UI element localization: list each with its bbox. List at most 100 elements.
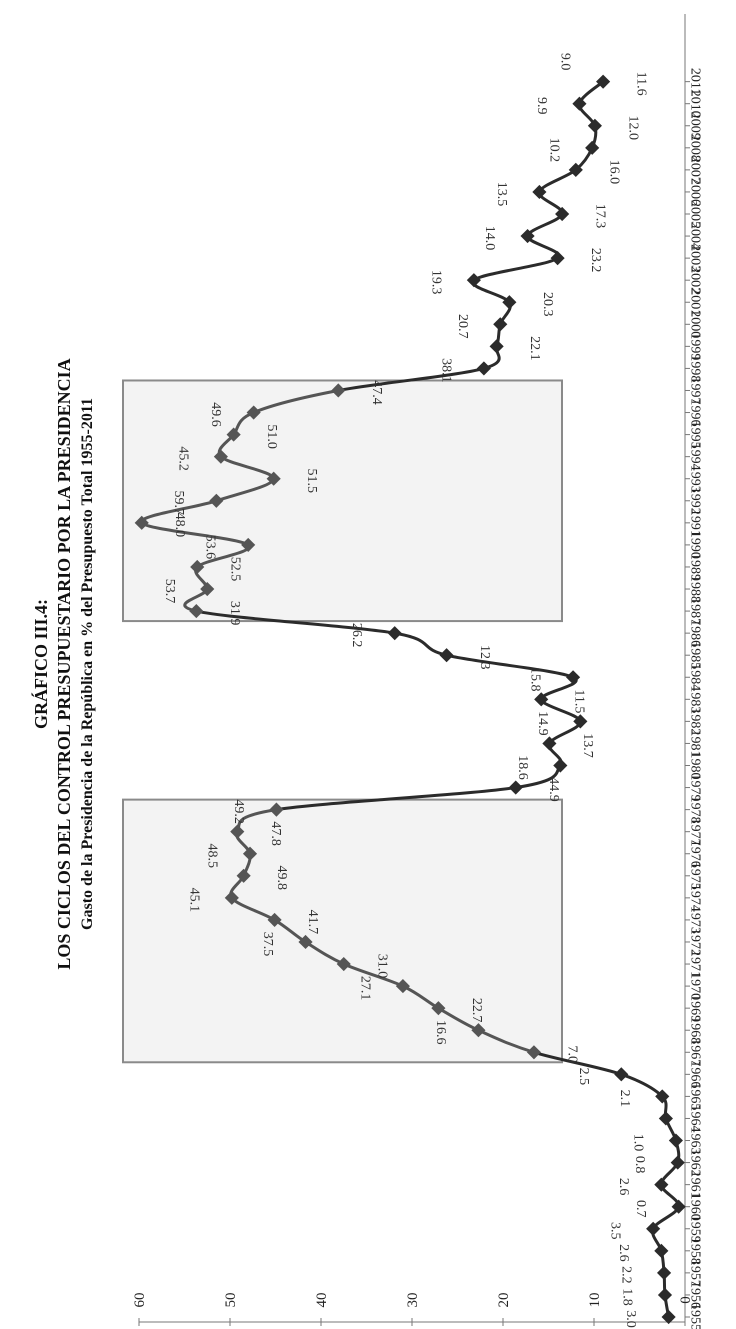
- data-label: 15.8: [528, 667, 543, 692]
- x-tick-label: 1980: [688, 752, 703, 780]
- data-point: [656, 1265, 672, 1280]
- data-label: 2.6: [616, 1178, 631, 1196]
- x-tick-label: 1970: [688, 972, 703, 1000]
- highlight-box: [122, 798, 563, 1064]
- data-point: [534, 692, 549, 707]
- series-segment: [472, 256, 559, 282]
- data-point: [502, 295, 517, 310]
- series-segment: [548, 720, 582, 745]
- data-label: 48.5: [205, 843, 220, 868]
- data-label: 1.0: [630, 1134, 645, 1152]
- data-point: [431, 1001, 446, 1016]
- x-tick-label: 1957: [688, 1259, 703, 1287]
- data-label: 19.3: [428, 270, 443, 295]
- series-segment: [253, 389, 339, 414]
- x-tick-label: 1956: [688, 1281, 703, 1309]
- x-tick-label: 1972: [688, 928, 703, 956]
- x-tick-label: 1991: [688, 509, 703, 537]
- data-label: 13.7: [580, 733, 595, 758]
- data-label: 11.6: [634, 72, 649, 96]
- series-line: [134, 74, 686, 1325]
- data-label: 2.2: [619, 1266, 634, 1284]
- data-point: [585, 140, 600, 155]
- data-label: 3.5: [608, 1222, 623, 1240]
- data-label: 11.5: [572, 689, 587, 713]
- x-tick-label: 2003: [688, 244, 703, 272]
- data-point: [298, 934, 313, 950]
- data-label: 41.7: [305, 910, 320, 935]
- data-label: 37.5: [260, 932, 275, 957]
- y-tick-label: 20: [496, 1293, 512, 1308]
- data-point: [471, 1023, 486, 1038]
- data-point: [336, 956, 351, 972]
- x-tick-label: 1965: [688, 1082, 703, 1110]
- data-label: 31.0: [374, 954, 389, 979]
- x-tick-label: 1962: [688, 1149, 703, 1177]
- x-tick-label: 1966: [688, 1060, 703, 1088]
- data-point: [439, 648, 454, 663]
- series-segment: [471, 279, 511, 304]
- data-point: [242, 846, 258, 861]
- data-point: [189, 604, 204, 619]
- x-tick-label: 1977: [688, 818, 703, 846]
- data-point: [493, 317, 508, 332]
- data-label: 51.0: [264, 424, 279, 449]
- x-tick-label: 2004: [688, 222, 703, 250]
- data-point: [614, 1067, 629, 1082]
- x-tick-label: 1961: [688, 1171, 703, 1199]
- chart-subtitle-2: Gasto de la Presidencia de la República …: [79, 398, 96, 930]
- x-tick-label: 1958: [688, 1237, 703, 1265]
- data-point: [568, 162, 583, 177]
- y-tick-label: 0: [678, 1296, 694, 1304]
- x-tick-label: 1987: [688, 597, 703, 625]
- data-label: 16.6: [433, 1020, 448, 1045]
- data-label: 49.2: [231, 799, 246, 824]
- data-point: [476, 361, 491, 376]
- data-label: 13.5: [494, 182, 509, 207]
- data-point: [241, 537, 256, 552]
- y-tick-label: 60: [132, 1293, 148, 1308]
- highlight-boxes: [122, 379, 563, 1064]
- x-tick-label: 2010: [688, 90, 703, 118]
- data-label: 3.0: [623, 1310, 638, 1328]
- x-tick-label: 2007: [688, 156, 703, 184]
- data-label: 0.7: [633, 1200, 648, 1218]
- chart-titles: GRÁFICO III.4: LOS CICLOS DEL CONTROL PR…: [30, 358, 96, 969]
- data-label: 51.5: [304, 468, 319, 493]
- data-point: [555, 206, 570, 222]
- data-point: [550, 251, 565, 266]
- x-tick-label: 1999: [688, 332, 703, 360]
- data-point: [466, 273, 481, 288]
- data-point: [134, 515, 149, 530]
- highlight-box: [122, 379, 563, 623]
- y-tick-label: 40: [314, 1293, 330, 1308]
- data-label: 52.5: [228, 557, 243, 582]
- data-point: [387, 626, 402, 641]
- series-segment: [537, 168, 577, 193]
- data-label: 48.0: [172, 513, 187, 538]
- x-tick-label: 1967: [688, 1038, 703, 1066]
- x-tick-label: 1976: [688, 840, 703, 868]
- data-point: [508, 780, 523, 795]
- data-point: [670, 1155, 685, 1170]
- data-label: 53.6: [203, 535, 218, 560]
- x-tick-label: 1996: [688, 399, 703, 427]
- x-tick-label: 1992: [688, 487, 703, 515]
- x-tick-label: 1989: [688, 553, 703, 581]
- x-tick-label: 1982: [688, 707, 703, 735]
- data-label: 12.3: [477, 645, 492, 670]
- data-point: [658, 1111, 673, 1126]
- data-point: [269, 802, 284, 817]
- x-tick-label: 2002: [688, 266, 703, 294]
- x-tick-label: 1998: [688, 354, 703, 382]
- series-segment: [276, 786, 516, 812]
- data-point: [596, 74, 611, 89]
- y-tick-label: 30: [405, 1293, 421, 1308]
- data-label: 2.5: [576, 1068, 591, 1086]
- data-point: [655, 1089, 670, 1104]
- data-labels: 3.01.82.22.63.50.72.60.81.02.12.57.016.6…: [162, 53, 649, 1328]
- x-tick-label: 1994: [688, 443, 703, 471]
- chart-subtitle: LOS CICLOS DEL CONTROL PRESUPUESTARIO PO…: [54, 358, 74, 969]
- x-tick-label: 1959: [688, 1215, 703, 1243]
